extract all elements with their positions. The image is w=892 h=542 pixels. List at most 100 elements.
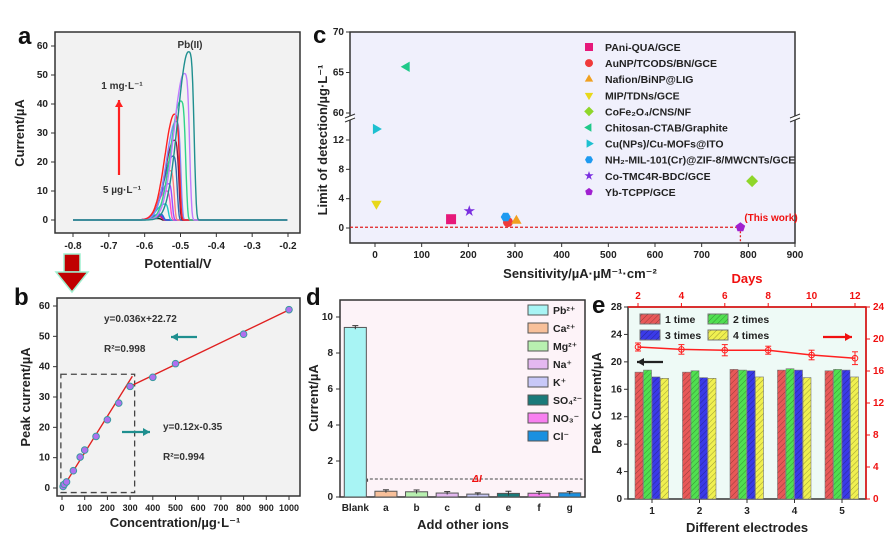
e-bar-hatch [730,369,738,499]
e-top-xtick-label: 6 [722,291,728,302]
e-legend-label: 2 times [733,314,769,326]
e-days-line [637,346,856,359]
b-xtick-label: 1000 [279,503,299,513]
e-top-xtick-label: 2 [635,291,641,302]
d-legend-label: Cl⁻ [553,431,569,443]
c-legend-label: AuNP/TCODS/BN/GCE [605,58,717,70]
e-bar-hatch [755,376,764,499]
c-legend-label: CoFe₂O₄/CNS/NF [605,106,692,118]
a-ytick-label: 20 [37,157,49,168]
d-xtick-label: e [506,503,512,514]
c-legend-marker-square [585,43,593,51]
e-legend-swatch-hatch [640,330,660,340]
c-legend-marker-triangle-right [586,139,594,148]
b-xtick-label: 400 [145,503,160,513]
e-right-ytick-label: 0 [873,494,879,505]
c-ytick-label: 0 [338,223,344,234]
c-xtick-label: 800 [740,250,757,261]
b-ytick-label: 30 [39,392,51,403]
c-point-pentagon [735,222,746,232]
d-legend-label: Pb²⁺ [553,305,575,317]
e-ytick-label: 4 [616,467,622,478]
c-legend-marker-triangle-left [584,123,592,132]
c-xtick-label: 900 [787,250,804,261]
b-data-point [171,359,180,368]
b-zoom-box [60,373,136,494]
c-xtick-label: 500 [600,250,617,261]
c-xtick-label: 400 [553,250,570,261]
d-ylabel: Current/µA [306,364,321,432]
d-legend-swatch [527,358,549,370]
c-ytick-label: 8 [338,164,344,175]
d-legend-label: Ca²⁺ [553,323,575,335]
e-ytick-label: 24 [611,329,623,340]
d-legend-label: SO₄²⁻ [553,395,582,407]
d-legend-label: Mg²⁺ [553,341,577,353]
a-annotation-high: 1 mg·L⁻¹ [101,81,143,92]
panel-label-b: b [14,284,29,311]
e-ytick-label: 12 [611,412,623,423]
a-curve-14 [73,51,288,221]
a-ytick-label: 0 [42,215,48,226]
d-ytick-label: 4 [327,420,333,431]
c-ytick-label: 60 [333,108,345,119]
d-xtick-label: Blank [342,503,370,514]
e-bar-hatch [699,377,708,499]
a-xtick-label: -0.6 [136,241,154,252]
d-xtick-label: c [444,503,450,514]
e-legend-label: 4 times [733,330,769,342]
c-legend-label: NH₂-MIL-101(Cr)@ZIF-8/MWCNTs/GCE [605,155,795,167]
b-fit2-equation: y=0.12x-0.35 [163,422,223,433]
c-legend-marker-diamond [584,106,594,117]
e-xlabel: Different electrodes [686,520,808,535]
c-point-hexagon [500,212,511,222]
c-axis-break-mark [344,113,356,119]
d-legend-swatch [527,340,549,352]
c-legend-label: Cu(NPs)/Cu-MOFs@ITO [605,139,724,151]
a-xlabel: Potential/V [144,256,212,271]
d-legend-swatch [527,412,549,424]
d-legend-label: NO₃⁻ [553,413,579,425]
b-data-point [76,453,84,461]
e-xtick-label: 4 [792,506,798,517]
b-xlabel: Concentration/µg·L⁻¹ [110,515,241,530]
d-legend-swatch [527,430,549,442]
e-right-ytick-label: 12 [873,398,885,409]
e-right-ytick-label: 20 [873,334,885,345]
d-xlabel: Add other ions [417,517,509,532]
b-plot-area [56,297,301,497]
b-data-point [92,432,100,441]
a-ylabel: Current/µA [12,99,27,167]
e-bar-hatch [794,370,803,499]
e-bar-hatch [747,370,755,499]
c-point-triangle-right [372,123,382,135]
a-title: Pb(II) [178,40,203,51]
c-axis-break-gap [346,116,354,120]
a-xtick-label: -0.7 [100,241,118,252]
panel-label-d: d [306,284,321,311]
e-bar-hatch [842,370,850,499]
panel-label-c: c [313,22,326,49]
e-ytick-label: 28 [611,302,623,313]
e-xtick-label: 5 [839,506,845,517]
e-top-xtick-label: 8 [765,291,771,302]
b-xtick-label: 200 [100,503,115,513]
c-plot-area [349,31,796,244]
e-ytick-label: 20 [611,357,623,368]
b-data-point [239,330,248,339]
e-legend-swatch-hatch [708,330,728,340]
e-right-ytick-label: 16 [873,366,885,377]
a-to-b-arrow-shaft [63,253,81,273]
e-bar-hatch [652,376,660,499]
b-ytick-label: 10 [39,453,51,464]
c-legend-marker-pentagon [585,187,593,196]
c-point-diamond [746,175,759,188]
d-legend-label: Na⁺ [553,359,572,371]
c-legend-label: Nafion/BiNP@LIG [605,74,693,86]
c-legend-marker-hexagon [585,156,593,164]
e-bar-hatch [825,370,833,499]
c-axis-break-gap [791,116,799,120]
b-ytick-label: 60 [39,301,51,312]
e-xtick-label: 1 [649,506,655,517]
b-data-point [285,305,293,314]
